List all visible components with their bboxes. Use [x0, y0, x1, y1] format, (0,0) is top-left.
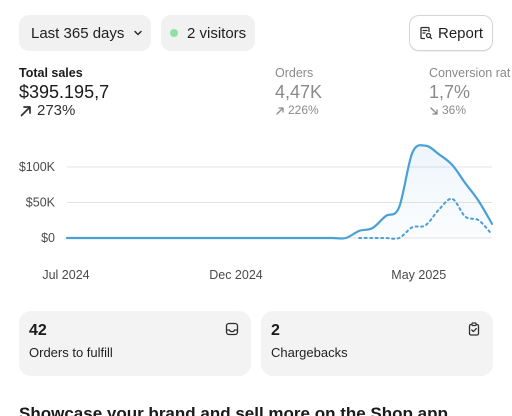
metric-change: 226%: [275, 103, 322, 118]
metric-value: $395.195,7: [19, 82, 110, 102]
x-tick-label: Dec 2024: [209, 268, 263, 282]
metric-label: Total sales: [19, 66, 83, 80]
chevron-down-icon: [132, 27, 144, 39]
metric-change: 273%: [19, 103, 109, 118]
metric-conversion-rate[interactable]: Conversion rat 1,7% 36%: [429, 66, 512, 118]
clipboard-icon: [468, 322, 480, 336]
arrow-up-right-icon: [20, 105, 31, 116]
series-area: [67, 145, 492, 239]
report-icon: [420, 26, 433, 40]
report-label: Report: [437, 24, 484, 42]
inbox-icon: [225, 322, 239, 336]
x-tick-label: May 2025: [391, 268, 446, 282]
metric-label: Conversion rat: [429, 66, 511, 80]
comparison-series-line: [358, 197, 493, 240]
sales-chart[interactable]: $100K $50K $0 Jul 2024 Dec 2024 May 2025: [0, 140, 512, 290]
y-tick-label: $0: [41, 231, 55, 245]
visitors-label: 2 visitors: [187, 24, 247, 42]
orders-to-fulfill-card[interactable]: 42 Orders to fulfill: [19, 311, 251, 376]
metric-change-value: 273%: [37, 102, 76, 119]
x-tick-label: Jul 2024: [42, 268, 89, 282]
y-tick-label: $100K: [19, 160, 56, 174]
metric-value: 1,7%: [429, 82, 471, 102]
section-heading: Showcase your brand and sell more on the…: [19, 404, 448, 416]
card-number: 2: [271, 322, 280, 339]
live-visitors-pill[interactable]: 2 visitors: [161, 15, 255, 51]
report-button[interactable]: Report: [409, 15, 493, 51]
y-tick-label: $50K: [26, 196, 56, 210]
chargebacks-card[interactable]: 2 Chargebacks: [261, 311, 493, 376]
card-number: 42: [29, 322, 47, 339]
sales-series-line: [65, 144, 494, 240]
date-range-label: Last 365 days: [31, 24, 125, 42]
card-caption: Chargebacks: [271, 345, 348, 360]
arrow-down-right-icon: [430, 106, 438, 115]
metric-label: Orders: [275, 66, 314, 80]
metric-value: 4,47K: [275, 82, 323, 102]
metric-orders[interactable]: Orders 4,47K 226%: [275, 66, 322, 118]
metric-change-value: 36%: [442, 103, 467, 117]
live-status-dot: [170, 29, 178, 37]
arrow-up-right-icon: [276, 106, 284, 115]
card-caption: Orders to fulfill: [29, 345, 113, 360]
date-range-dropdown[interactable]: Last 365 days: [19, 15, 151, 51]
metric-total-sales[interactable]: Total sales $395.195,7 273%: [19, 66, 109, 118]
metric-change: 36%: [429, 103, 512, 118]
metric-change-value: 226%: [288, 103, 319, 117]
